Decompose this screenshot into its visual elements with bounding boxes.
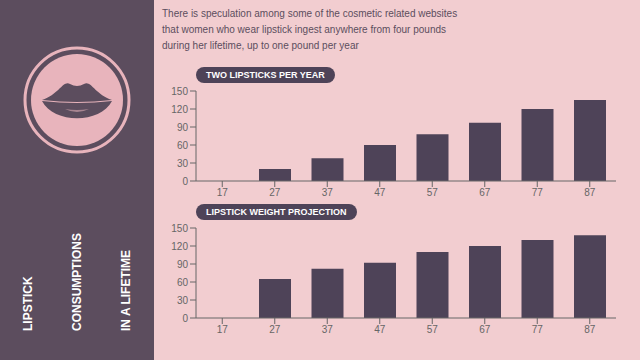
svg-text:17: 17 [217, 324, 229, 335]
svg-text:67: 67 [479, 187, 491, 198]
svg-text:57: 57 [427, 324, 439, 335]
svg-text:150: 150 [171, 86, 188, 97]
html-text:LIPSTICK: LIPSTICK [20, 276, 35, 331]
html-text:TWO LIPSTICKS PER YEAR: TWO LIPSTICKS PER YEAR [206, 70, 325, 80]
svg-text:30: 30 [177, 295, 189, 306]
svg-text:120: 120 [171, 241, 188, 252]
html-text:IN A LIFETIME: IN A LIFETIME [119, 249, 134, 331]
svg-text:37: 37 [322, 324, 334, 335]
svg-text:47: 47 [374, 324, 386, 335]
svg-text:90: 90 [177, 122, 189, 133]
svg-text:27: 27 [269, 324, 281, 335]
svg-text:27: 27 [269, 187, 281, 198]
svg-text:47: 47 [374, 187, 386, 198]
svg-text:30: 30 [177, 158, 189, 169]
svg-text:87: 87 [584, 187, 596, 198]
svg-text:150: 150 [171, 223, 188, 234]
svg-text:60: 60 [177, 277, 189, 288]
html-text:There is speculation among som: There is speculation among some of the c… [162, 8, 458, 51]
svg-text:77: 77 [532, 187, 544, 198]
svg-text:87: 87 [584, 324, 596, 335]
svg-text:0: 0 [182, 313, 188, 324]
svg-text:77: 77 [532, 324, 544, 335]
svg-text:37: 37 [322, 187, 334, 198]
svg-text:90: 90 [177, 259, 189, 270]
svg-text:0: 0 [182, 176, 188, 187]
html-text:CONSUMPTIONS: CONSUMPTIONS [70, 233, 84, 331]
svg-text:57: 57 [427, 187, 439, 198]
svg-text:60: 60 [177, 140, 189, 151]
svg-text:17: 17 [217, 187, 229, 198]
html-text:LIPSTICK WEIGHT PROJECTION: LIPSTICK WEIGHT PROJECTION [206, 207, 347, 217]
svg-text:67: 67 [479, 324, 491, 335]
svg-text:120: 120 [171, 104, 188, 115]
